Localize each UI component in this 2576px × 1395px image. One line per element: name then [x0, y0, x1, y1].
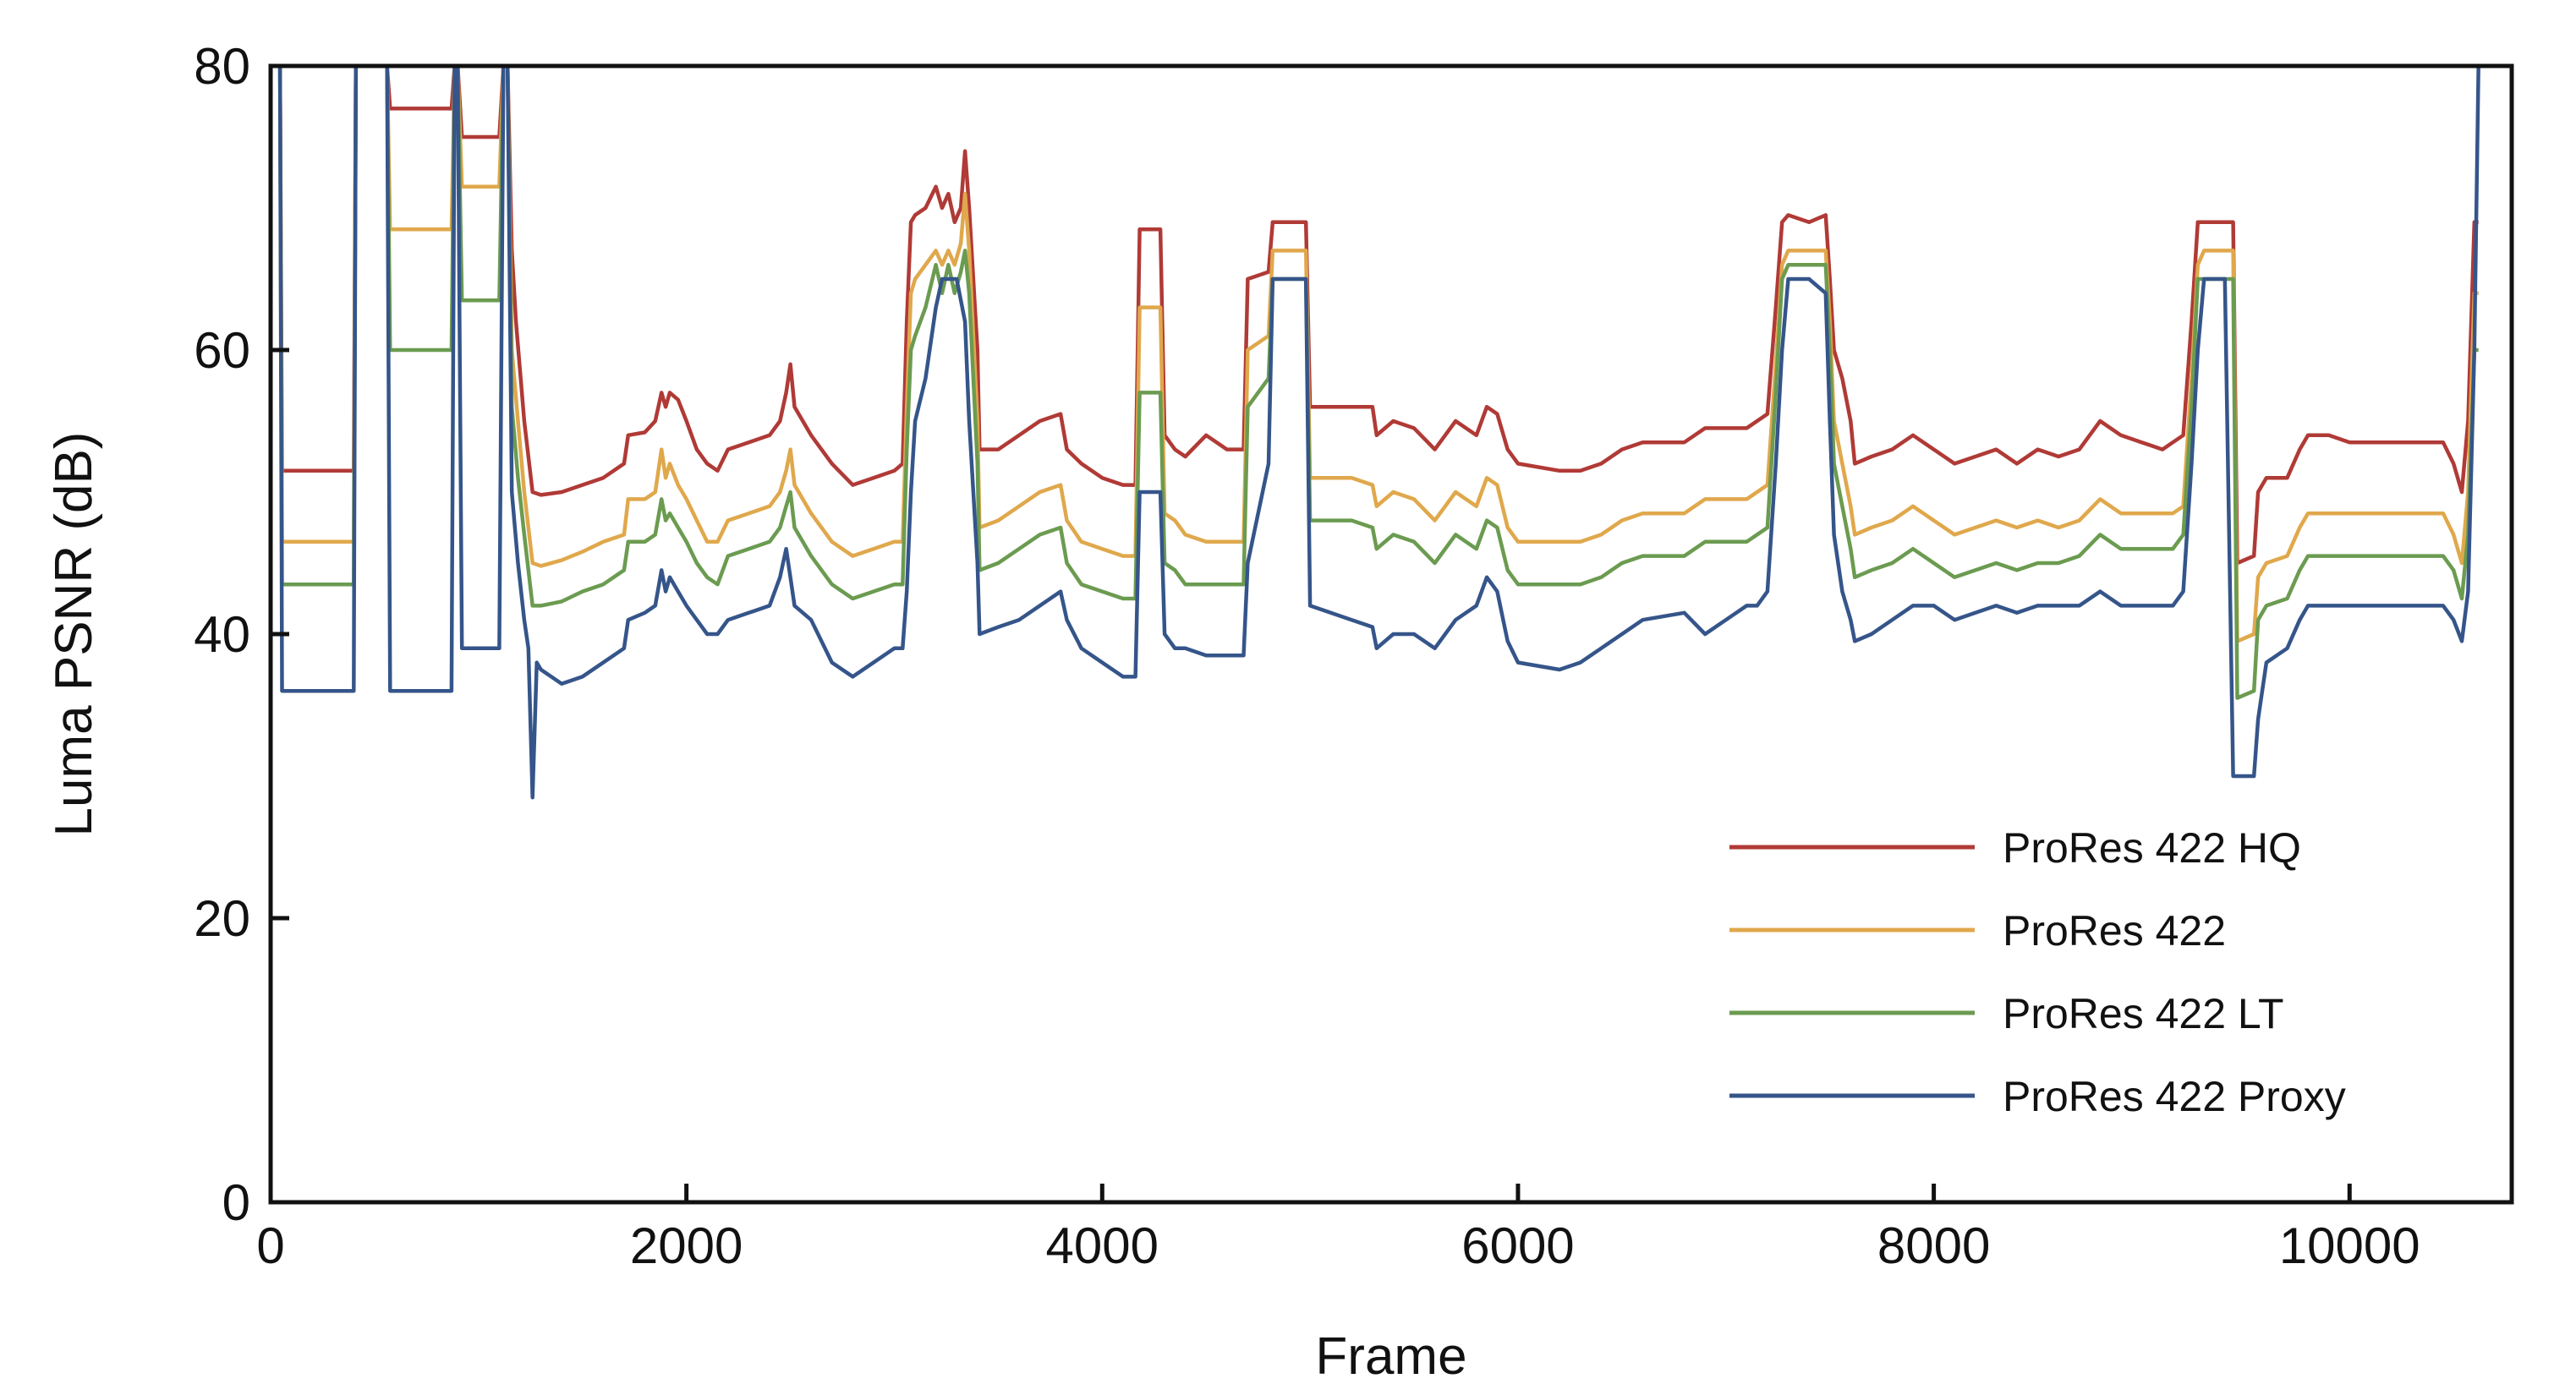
x-tick-label: 6000	[1461, 1217, 1574, 1274]
series-line-prores-422	[271, 66, 2479, 643]
x-axis-title: Frame	[1315, 1327, 1466, 1386]
legend-label: ProRes 422	[2003, 907, 2226, 955]
legend-label: ProRes 422 Proxy	[2003, 1073, 2346, 1120]
series-layer	[271, 66, 2480, 800]
axis-ticks: 0 2000 4000 6000 8000 10000 0 20 40 60 80	[194, 38, 2420, 1274]
y-tick-label: 0	[222, 1174, 250, 1231]
x-tick-label: 10000	[2279, 1217, 2420, 1274]
legend: ProRes 422 HQ ProRes 422 ProRes 422 LT ProR…	[1729, 824, 2346, 1120]
x-tick-label: 0	[256, 1217, 284, 1274]
x-tick-label: 4000	[1046, 1217, 1159, 1274]
y-tick-label: 40	[194, 606, 250, 663]
y-axis-title: Luma PSNR (dB)	[45, 432, 103, 837]
y-tick-label: 20	[194, 890, 250, 947]
series-line-prores-422-lt	[271, 66, 2479, 700]
series-line-prores-422-proxy	[271, 66, 2480, 800]
series-line-prores-422-hq	[271, 66, 2479, 566]
legend-label: ProRes 422 HQ	[2003, 824, 2301, 872]
y-tick-label: 60	[194, 322, 250, 379]
x-tick-label: 8000	[1877, 1217, 1990, 1274]
y-tick-label: 80	[194, 38, 250, 95]
x-tick-label: 2000	[630, 1217, 743, 1274]
legend-label: ProRes 422 LT	[2003, 990, 2284, 1037]
